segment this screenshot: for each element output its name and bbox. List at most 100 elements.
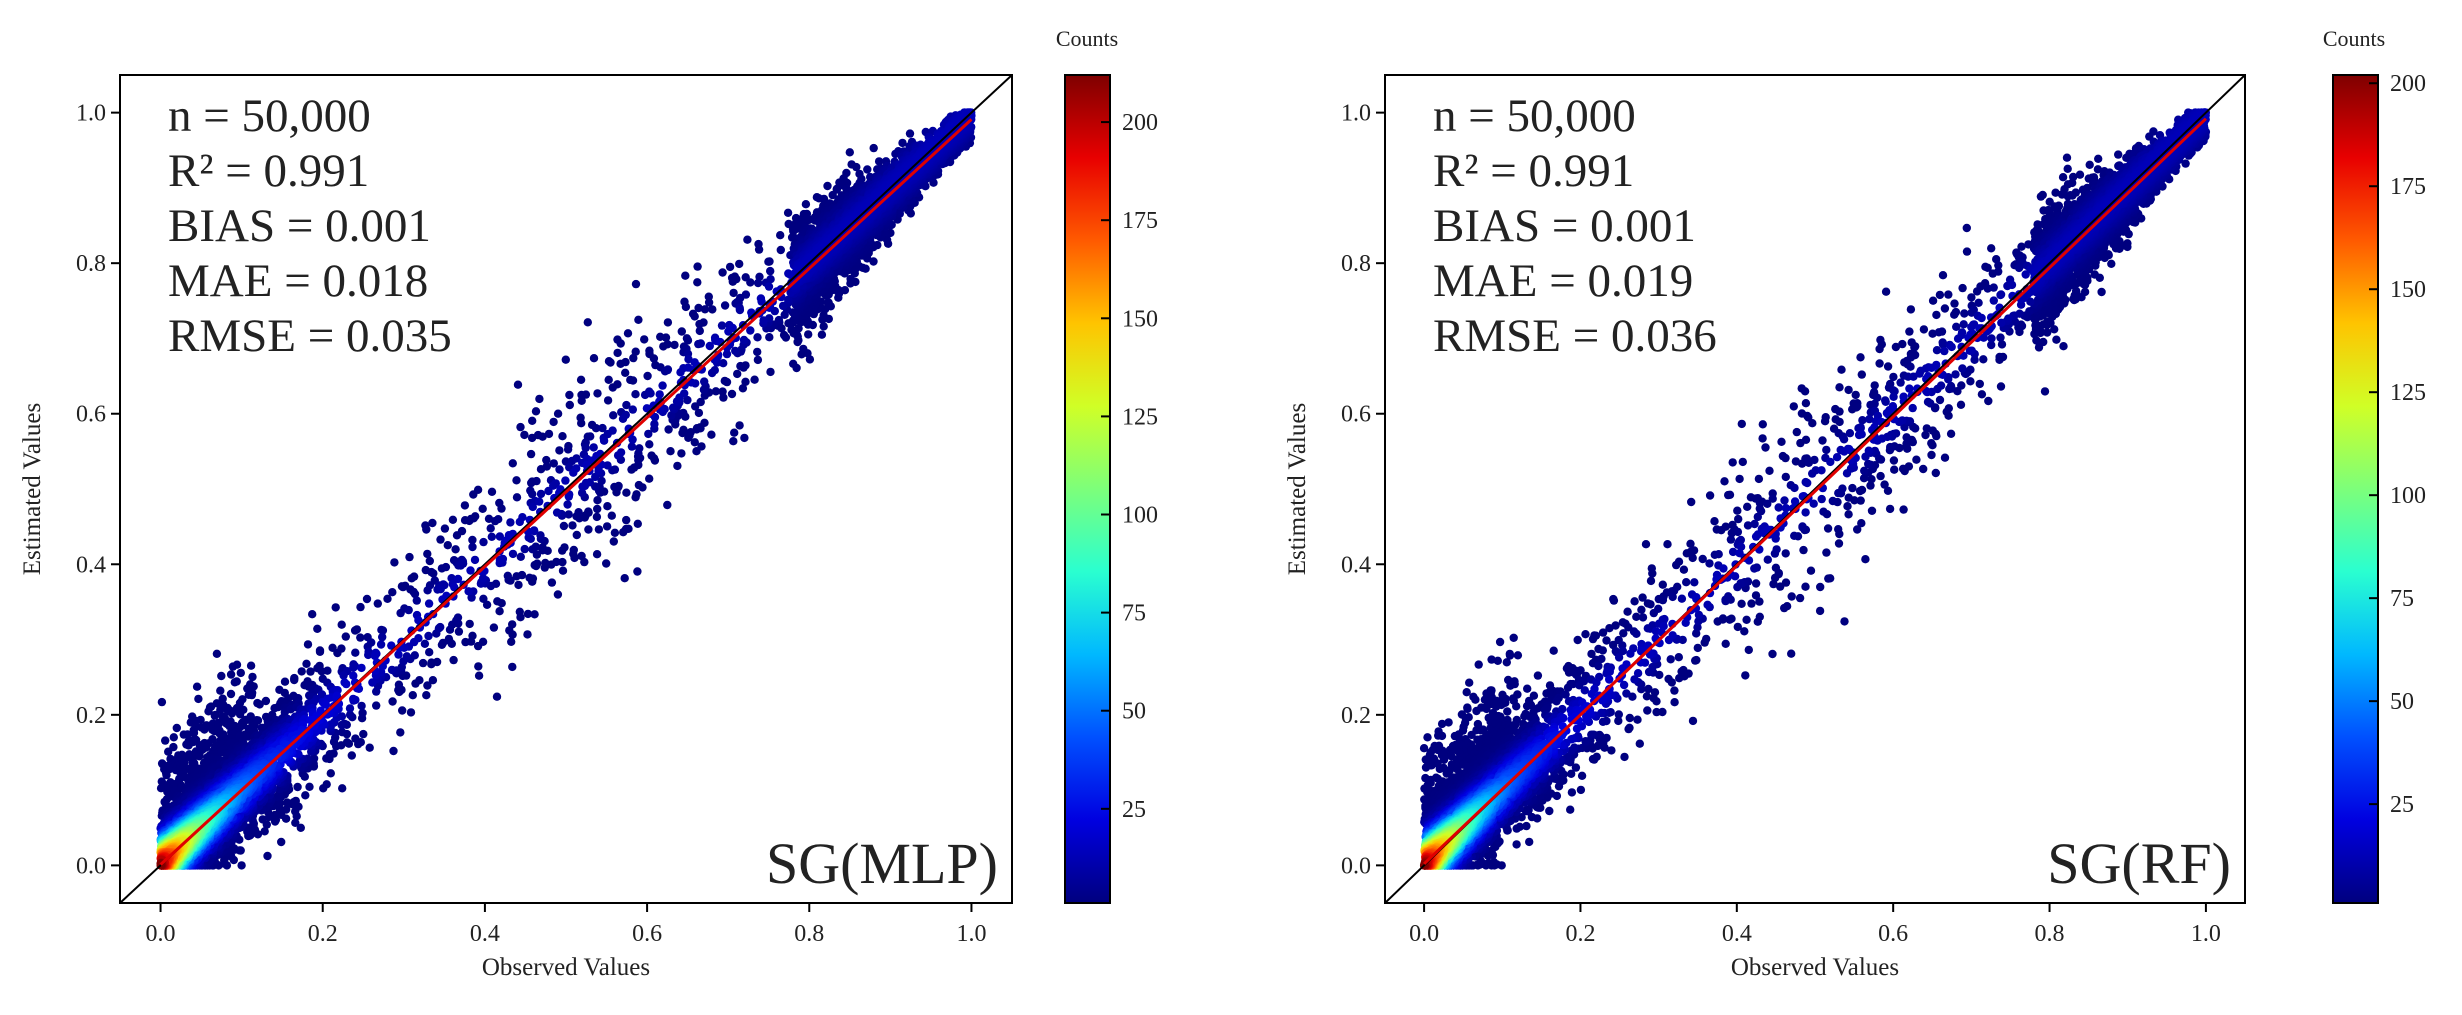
data-point	[441, 562, 451, 572]
data-point	[274, 702, 283, 712]
data-point	[544, 429, 554, 439]
data-point	[559, 521, 569, 531]
data-point	[563, 445, 573, 454]
data-point	[561, 476, 570, 485]
data-point	[710, 366, 719, 375]
data-point	[735, 305, 745, 315]
data-point	[663, 340, 672, 349]
data-point	[631, 347, 640, 356]
data-point	[204, 707, 213, 716]
data-point	[436, 585, 445, 594]
data-point	[602, 522, 612, 531]
data-point	[628, 405, 637, 414]
data-point	[776, 231, 785, 240]
data-point	[572, 530, 581, 540]
data-point	[823, 298, 833, 308]
data-point	[691, 402, 700, 411]
data-point	[564, 510, 573, 519]
data-point	[503, 571, 512, 580]
data-point	[469, 490, 478, 499]
data-point	[291, 818, 300, 827]
data-point	[766, 266, 775, 276]
data-point	[196, 715, 205, 725]
data-point	[323, 666, 332, 675]
data-point	[443, 541, 452, 550]
data-point	[387, 665, 397, 675]
data-point	[819, 322, 828, 331]
data-point	[695, 326, 704, 336]
data-point	[718, 268, 727, 277]
data-point	[593, 389, 602, 398]
data-point	[563, 500, 572, 509]
data-point	[700, 377, 709, 386]
data-point	[162, 770, 171, 780]
data-point	[352, 625, 362, 634]
data-point	[643, 371, 652, 381]
data-point	[156, 784, 166, 793]
data-point	[549, 417, 558, 427]
data-point	[388, 588, 397, 597]
data-point	[592, 550, 602, 559]
data-point	[718, 387, 727, 396]
data-point	[623, 329, 633, 338]
data-point	[604, 375, 613, 384]
data-point	[390, 558, 399, 567]
data-point	[351, 648, 360, 657]
data-point	[746, 326, 755, 335]
data-point	[479, 537, 488, 547]
data-point	[212, 649, 222, 658]
data-point	[402, 652, 411, 661]
data-point	[277, 837, 286, 847]
data-point	[512, 572, 521, 581]
data-point	[303, 640, 313, 649]
data-point	[634, 315, 643, 324]
data-point	[555, 446, 564, 455]
data-point	[487, 532, 496, 541]
data-point	[515, 517, 524, 527]
data-point	[558, 557, 567, 567]
data-point	[905, 129, 915, 138]
data-point	[852, 162, 861, 172]
data-point	[258, 815, 267, 824]
data-point	[210, 711, 219, 720]
data-point	[658, 381, 667, 390]
data-point	[646, 389, 655, 398]
data-point	[356, 633, 365, 642]
data-point	[753, 278, 763, 288]
data-point	[620, 574, 629, 583]
data-point	[531, 407, 541, 416]
data-point	[378, 626, 388, 635]
data-point	[405, 552, 414, 562]
data-point	[508, 549, 518, 559]
data-point	[362, 594, 372, 604]
data-point	[482, 600, 492, 609]
data-point	[663, 365, 672, 375]
data-point	[342, 679, 351, 689]
data-point	[738, 384, 748, 393]
data-point	[764, 282, 774, 291]
data-point	[232, 677, 241, 686]
data-point	[532, 476, 541, 486]
data-point	[754, 245, 764, 254]
data-point	[681, 302, 691, 312]
data-point	[799, 344, 808, 354]
data-point	[613, 380, 622, 389]
data-point	[645, 440, 654, 449]
data-point	[302, 659, 311, 668]
data-point	[308, 610, 317, 619]
data-point	[565, 390, 574, 400]
data-point	[729, 288, 738, 298]
data-point	[621, 368, 630, 377]
data-point	[289, 798, 298, 807]
data-point	[497, 504, 506, 513]
data-point	[538, 543, 547, 552]
data-point	[172, 723, 181, 733]
chart-panel-1: 0.0 0.2 0.4 0.6 0.8 1.00.00.20.40.60.81.0Obse…	[19, 26, 1158, 981]
data-point	[226, 670, 236, 679]
data-point	[817, 330, 827, 339]
data-point	[427, 658, 436, 667]
data-point	[673, 461, 682, 471]
data-point	[429, 569, 438, 578]
data-point	[487, 487, 497, 496]
data-point	[520, 430, 529, 440]
